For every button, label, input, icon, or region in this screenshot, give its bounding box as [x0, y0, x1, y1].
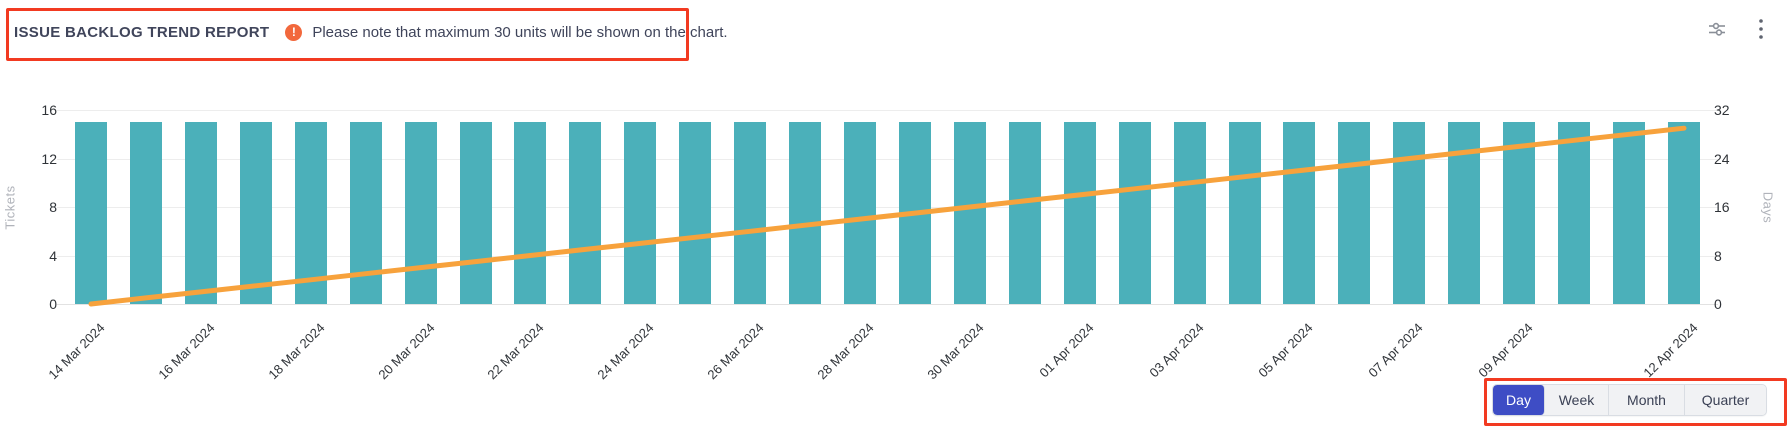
- x-axis-tick-label: 12 Apr 2024: [1640, 320, 1701, 381]
- right-axis-tick-label: 0: [1714, 296, 1722, 312]
- x-axis-tick-label: 07 Apr 2024: [1365, 320, 1426, 381]
- bar[interactable]: [1063, 122, 1096, 304]
- x-axis-tick-label: 18 Mar 2024: [265, 320, 328, 383]
- bar[interactable]: [75, 122, 107, 304]
- right-axis-title: Days: [1760, 191, 1776, 224]
- bar[interactable]: [1503, 122, 1536, 304]
- right-axis-tick-label: 16: [1714, 199, 1730, 215]
- x-axis-tick-label: 05 Apr 2024: [1255, 320, 1317, 381]
- x-axis-tick-label: 14 Mar 2024: [45, 320, 108, 383]
- bar[interactable]: [569, 122, 602, 304]
- bar[interactable]: [624, 122, 657, 304]
- period-button-week[interactable]: Week: [1545, 385, 1609, 415]
- x-axis-tick-label: 16 Mar 2024: [155, 320, 218, 383]
- period-toggle-group: Day Week Month Quarter: [1492, 384, 1767, 416]
- bar[interactable]: [898, 122, 931, 304]
- gridline: [57, 110, 1718, 111]
- max-units-note: Please note that maximum 30 units will b…: [312, 23, 728, 41]
- left-axis-tick-label: 0: [49, 296, 57, 312]
- filter-sliders-icon[interactable]: [1706, 18, 1728, 40]
- bar[interactable]: [734, 122, 767, 304]
- right-axis-tick-label: 24: [1714, 150, 1730, 167]
- bar[interactable]: [349, 122, 382, 304]
- period-button-month[interactable]: Month: [1609, 385, 1685, 415]
- x-axis-tick-label: 26 Mar 2024: [704, 320, 767, 383]
- x-axis-tick-label: 01 Apr 2024: [1036, 320, 1097, 381]
- left-axis-tick-label: 4: [49, 247, 57, 264]
- bar[interactable]: [1283, 122, 1316, 304]
- bar[interactable]: [1228, 122, 1261, 304]
- bar[interactable]: [1338, 122, 1371, 304]
- x-axis-tick-label: 22 Mar 2024: [484, 320, 548, 383]
- bar[interactable]: [1008, 122, 1041, 304]
- gridline: [57, 304, 1718, 305]
- bar[interactable]: [679, 122, 712, 304]
- bar[interactable]: [294, 122, 327, 304]
- bar[interactable]: [459, 122, 492, 304]
- bar[interactable]: [239, 122, 272, 304]
- period-button-day[interactable]: Day: [1493, 385, 1545, 415]
- x-axis-tick-label: 30 Mar 2024: [924, 320, 987, 383]
- widget-header: ISSUE BACKLOG TREND REPORT ! Please note…: [14, 18, 728, 46]
- bar[interactable]: [1448, 122, 1481, 304]
- page-title: ISSUE BACKLOG TREND REPORT: [14, 23, 270, 41]
- bar[interactable]: [404, 122, 437, 304]
- bar[interactable]: [1558, 122, 1591, 304]
- right-axis-tick-label: 32: [1714, 102, 1730, 118]
- bar[interactable]: [129, 122, 162, 304]
- x-axis-tick-label: 03 Apr 2024: [1146, 320, 1207, 381]
- bar[interactable]: [1118, 122, 1151, 304]
- bar[interactable]: [1173, 122, 1206, 304]
- bar[interactable]: [953, 122, 986, 304]
- bar[interactable]: [1668, 122, 1700, 304]
- bar[interactable]: [789, 122, 822, 304]
- x-axis-tick-label: 09 Apr 2024: [1475, 320, 1536, 381]
- x-axis-tick-label: 28 Mar 2024: [814, 320, 877, 383]
- bar[interactable]: [514, 122, 547, 304]
- left-axis-tick-label: 16: [41, 102, 57, 118]
- x-axis-tick-label: 20 Mar 2024: [374, 320, 438, 383]
- kebab-menu-icon[interactable]: [1750, 18, 1772, 40]
- period-button-quarter[interactable]: Quarter: [1685, 385, 1766, 415]
- bar[interactable]: [184, 122, 217, 304]
- widget-toolbar: [1706, 18, 1772, 40]
- bar[interactable]: [1613, 122, 1646, 304]
- alert-icon: !: [285, 23, 303, 41]
- bar[interactable]: [1393, 122, 1426, 304]
- bar[interactable]: [844, 122, 877, 304]
- left-axis-tick-label: 8: [49, 199, 57, 215]
- right-axis-tick-label: 8: [1714, 247, 1722, 264]
- x-axis-tick-label: 24 Mar 2024: [594, 320, 657, 383]
- left-axis-tick-label: 12: [41, 150, 57, 167]
